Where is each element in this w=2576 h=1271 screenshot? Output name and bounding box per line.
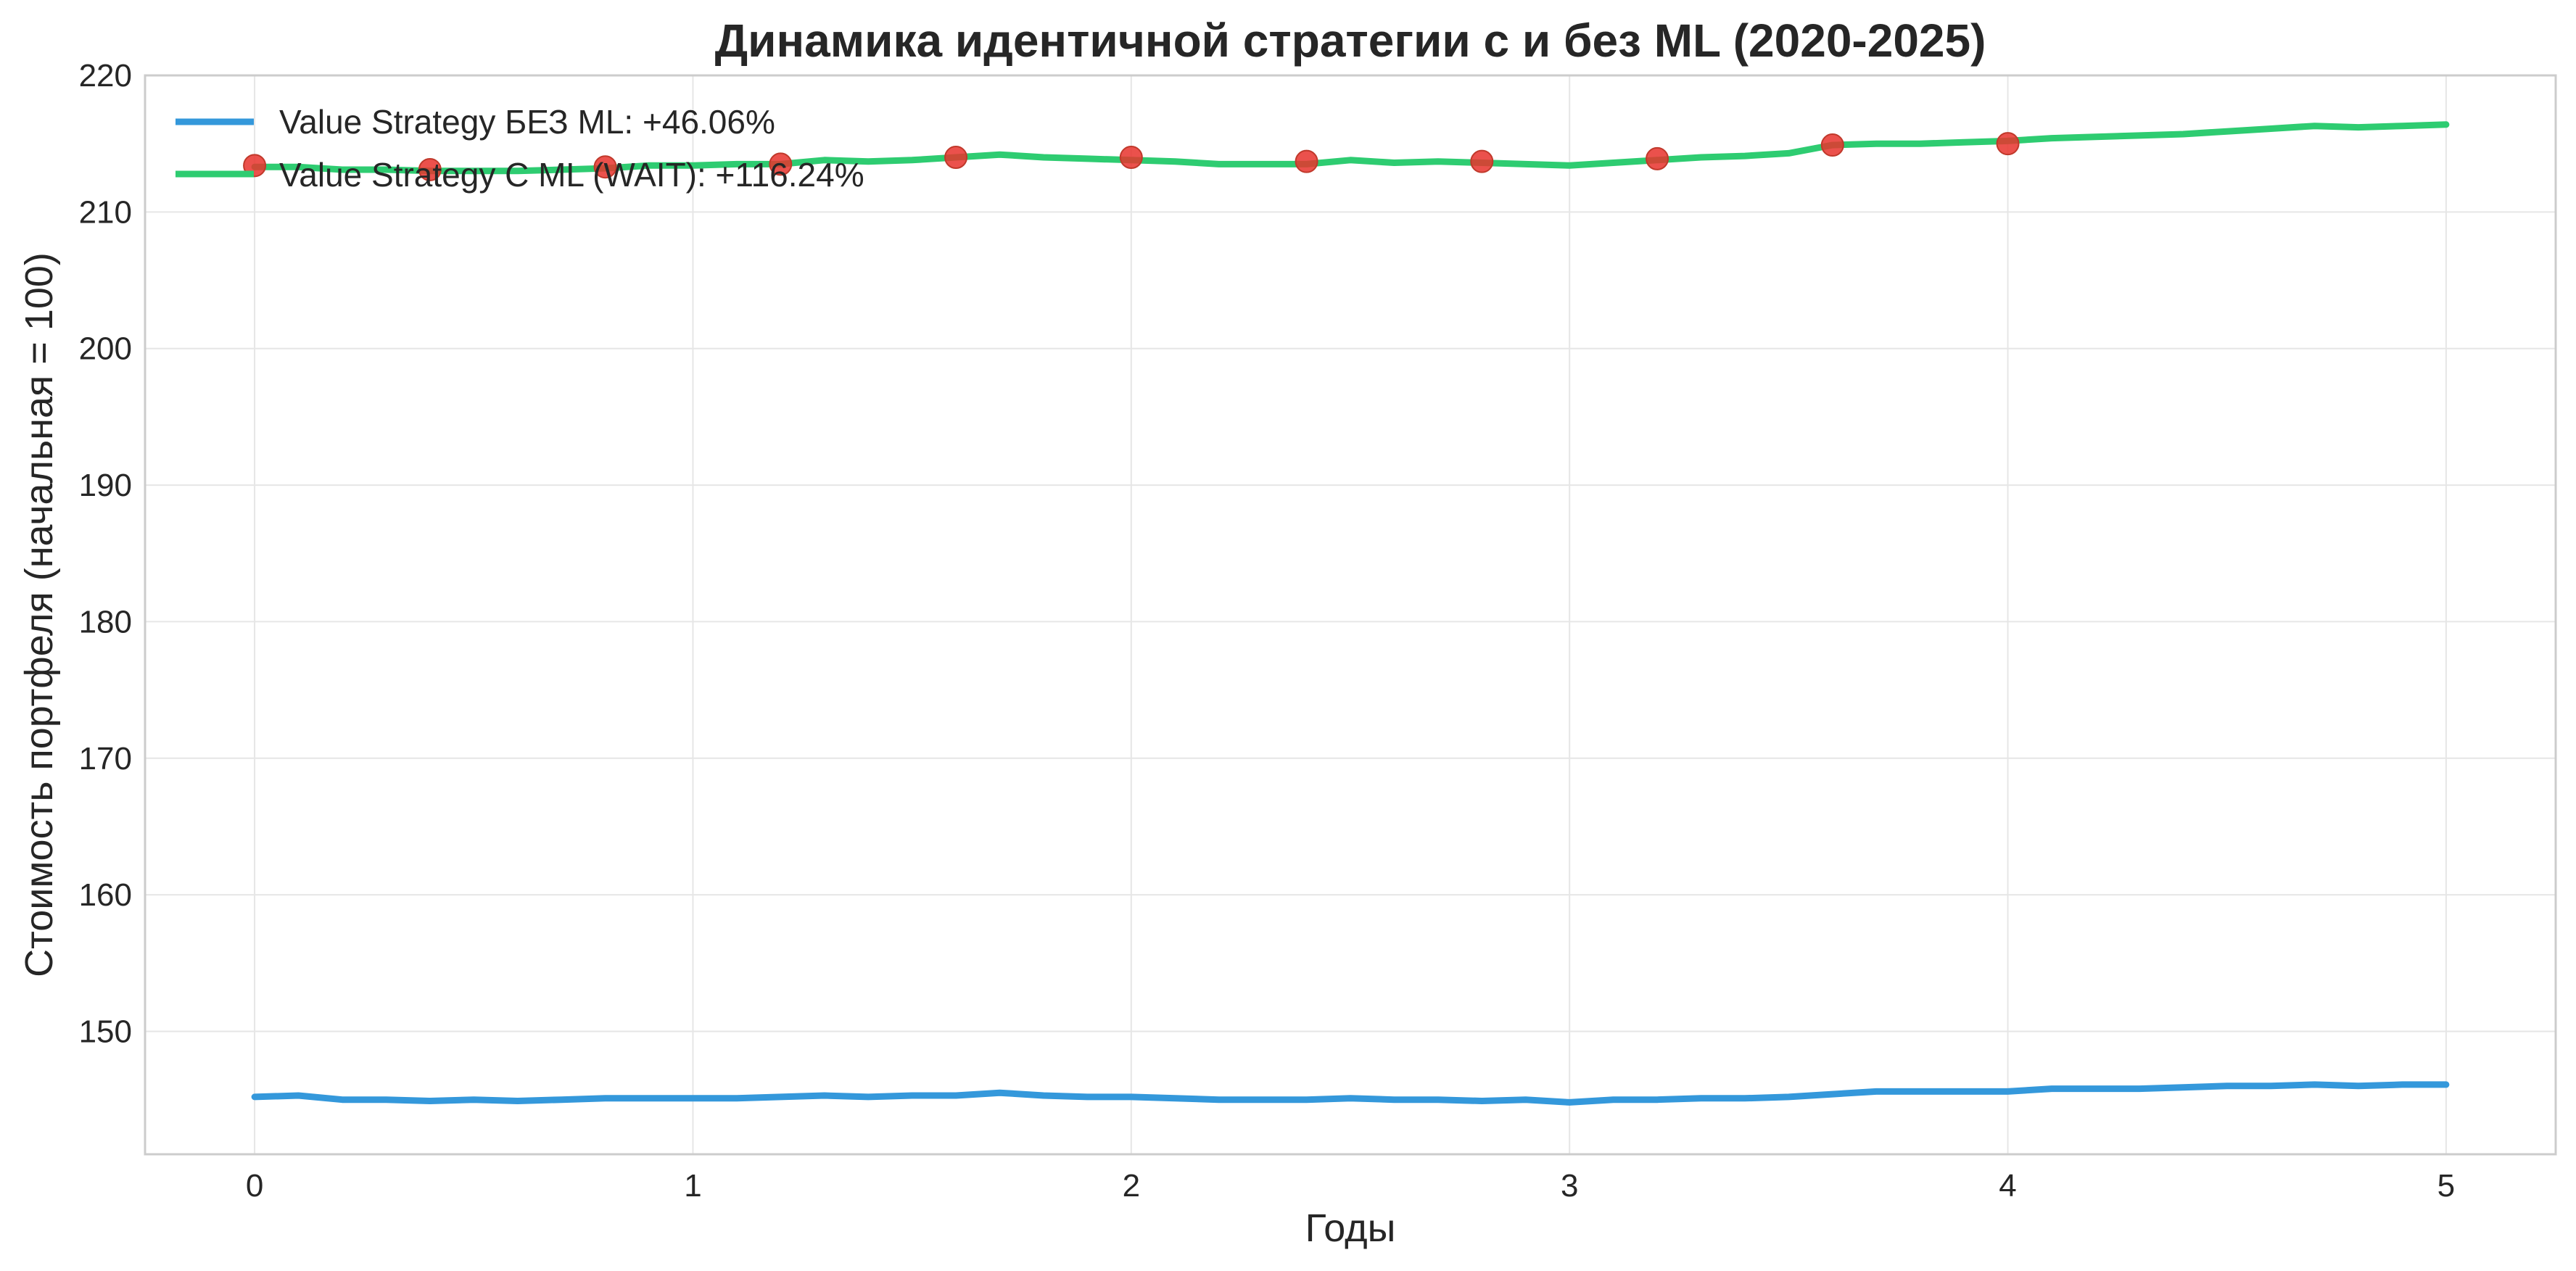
legend-label-no-ml: Value Strategy БЕЗ ML: +46.06%: [279, 103, 775, 141]
signal-marker: [593, 155, 617, 179]
signal-marker: [1646, 146, 1669, 170]
grid: [145, 75, 2556, 1154]
tick-labels: 0 1 2 3 4 5 150 160 170 180 190 200 210 220: [79, 58, 2456, 1204]
y-tick-label: 160: [79, 877, 132, 913]
y-axis-label: Стоимость портфеля (начальная = 100): [17, 252, 61, 977]
signal-marker: [1119, 146, 1143, 170]
y-tick-label: 150: [79, 1014, 132, 1049]
x-tick-label: 5: [2437, 1168, 2455, 1204]
y-tick-label: 210: [79, 194, 132, 230]
signal-marker: [769, 152, 793, 176]
chart-title: Динамика идентичной стратегии с и без ML…: [715, 15, 1986, 67]
series-line-no-ml: [251, 1081, 2450, 1106]
plot-area: [243, 121, 2450, 1106]
y-tick-label: 170: [79, 741, 132, 777]
signal-marker: [418, 157, 442, 181]
signal-marker: [944, 146, 968, 170]
y-tick-label: 180: [79, 604, 132, 639]
x-tick-label: 1: [684, 1168, 701, 1204]
legend-label-ml: Value Strategy С ML (WAIT): +116.24%: [279, 156, 864, 194]
x-tick-label: 4: [1999, 1168, 2016, 1204]
x-tick-label: 3: [1561, 1168, 1578, 1204]
y-tick-label: 190: [79, 468, 132, 503]
x-tick-label: 0: [246, 1168, 263, 1204]
legend: Value Strategy БЕЗ ML: +46.06% Value Str…: [176, 103, 864, 194]
signal-marker: [1820, 133, 1844, 157]
signal-marker: [1996, 132, 2020, 156]
y-tick-label: 220: [79, 58, 132, 94]
series-line-ml: [251, 121, 2450, 175]
x-tick-label: 2: [1123, 1168, 1140, 1204]
y-tick-label: 200: [79, 331, 132, 367]
signal-marker: [1470, 149, 1494, 173]
x-axis-label: Годы: [1305, 1206, 1396, 1250]
plot-frame: [144, 74, 2557, 1156]
signal-marker: [1295, 149, 1318, 173]
